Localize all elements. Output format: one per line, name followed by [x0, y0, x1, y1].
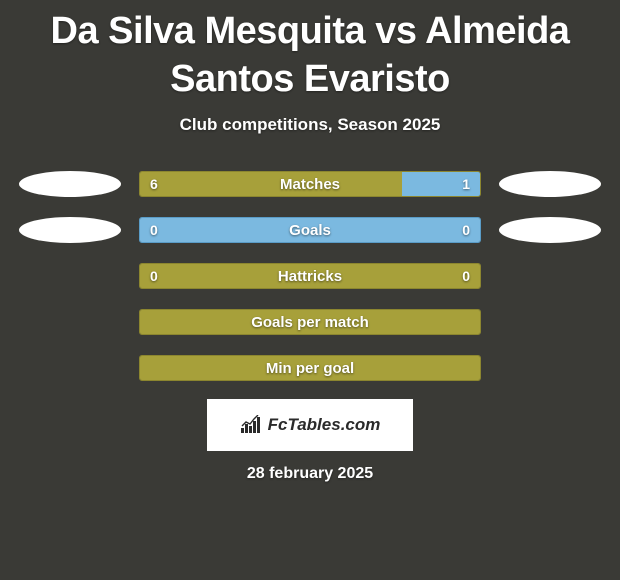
- date-label: 28 february 2025: [247, 465, 373, 483]
- stat-row: Min per goal: [10, 355, 610, 381]
- stat-bar: Min per goal: [139, 355, 481, 381]
- stat-rows: Matches61Goals00Hattricks00Goals per mat…: [10, 171, 610, 381]
- stat-row: Goals per match: [10, 309, 610, 335]
- stat-row: Hattricks00: [10, 263, 610, 289]
- stat-value-right: 0: [452, 264, 480, 288]
- bar-chart-icon: [240, 415, 262, 435]
- stat-value-right: 0: [452, 218, 480, 242]
- page-title: Da Silva Mesquita vs Almeida Santos Evar…: [10, 8, 610, 103]
- player-right-marker: [499, 217, 601, 243]
- stat-bar-left-segment: [140, 310, 480, 334]
- stat-value-left: 6: [140, 172, 168, 196]
- stat-bar-left-segment: [140, 356, 480, 380]
- comparison-card: Da Silva Mesquita vs Almeida Santos Evar…: [0, 0, 620, 483]
- stat-row: Goals00: [10, 217, 610, 243]
- stat-bar: Goals per match: [139, 309, 481, 335]
- stat-bar-left-segment: [140, 264, 480, 288]
- player-right-marker: [499, 171, 601, 197]
- stat-value-right: 1: [452, 172, 480, 196]
- player-left-marker: [19, 217, 121, 243]
- stat-row: Matches61: [10, 171, 610, 197]
- stat-bar-left-segment: [140, 218, 480, 242]
- logo-text: FcTables.com: [268, 415, 381, 435]
- logo-box: FcTables.com: [207, 399, 413, 451]
- stat-bar: Goals00: [139, 217, 481, 243]
- stat-bar: Matches61: [139, 171, 481, 197]
- stat-bar-left-segment: [140, 172, 402, 196]
- player-left-marker: [19, 171, 121, 197]
- stat-bar: Hattricks00: [139, 263, 481, 289]
- subtitle: Club competitions, Season 2025: [180, 115, 441, 135]
- stat-value-left: 0: [140, 264, 168, 288]
- stat-value-left: 0: [140, 218, 168, 242]
